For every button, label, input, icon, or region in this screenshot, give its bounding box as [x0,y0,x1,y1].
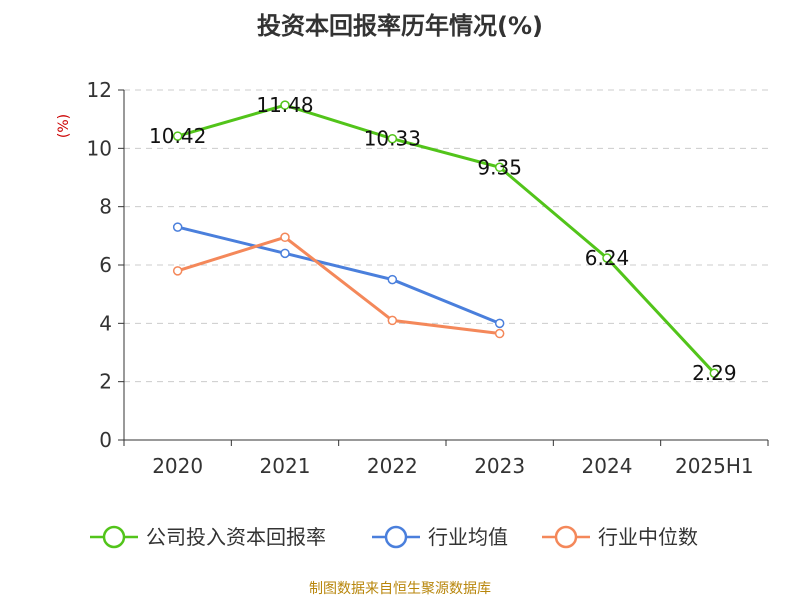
chart-title: 投资本回报率历年情况(%) [257,12,543,40]
legend-swatch-marker [102,525,126,549]
x-tick-label: 2020 [152,454,203,478]
y-tick-label: 8 [99,195,112,219]
data-point [387,315,398,326]
data-point [172,131,183,141]
data-source-note: 制图数据来自恒生聚源数据库 [309,581,491,597]
legend-item-label: 行业中位数 [598,525,698,549]
data-point [709,368,720,378]
y-axis-label: (%) [56,114,72,138]
data-point [494,318,505,329]
y-tick-label: 4 [99,311,112,335]
legend-item-label: 行业均值 [428,525,508,549]
series-line-2 [177,235,500,336]
x-tick-label: 2022 [367,454,418,478]
data-label: 10.42 [149,124,206,148]
legend-swatch-marker [554,525,578,549]
series-line-0 [177,103,716,375]
data-point [602,253,612,263]
data-label: 9.35 [477,155,522,179]
data-point [494,162,505,173]
series-line-1 [177,225,501,325]
x-tick-label: 2023 [474,454,525,478]
legend-item-label: 公司投入资本回报率 [146,525,326,549]
data-point [172,266,183,276]
data-point [172,222,183,232]
legend-swatch-marker [384,525,408,549]
data-point [280,232,290,243]
data-label: 2.29 [692,361,737,385]
x-tick-label: 2021 [260,454,311,478]
data-point [280,248,290,259]
x-tick-label: 2025H1 [675,454,754,478]
data-point [494,328,505,339]
y-tick-label: 12 [87,78,112,102]
data-label: 6.24 [585,246,630,270]
data-point [387,133,398,144]
data-point [280,100,290,110]
y-tick-label: 10 [87,136,112,160]
data-label: 11.48 [256,93,313,117]
y-tick-label: 6 [99,253,112,277]
data-label: 10.33 [364,127,421,151]
y-tick-label: 2 [99,370,112,394]
data-point [387,274,398,285]
y-tick-label: 0 [99,428,112,452]
x-tick-label: 2024 [582,454,633,478]
